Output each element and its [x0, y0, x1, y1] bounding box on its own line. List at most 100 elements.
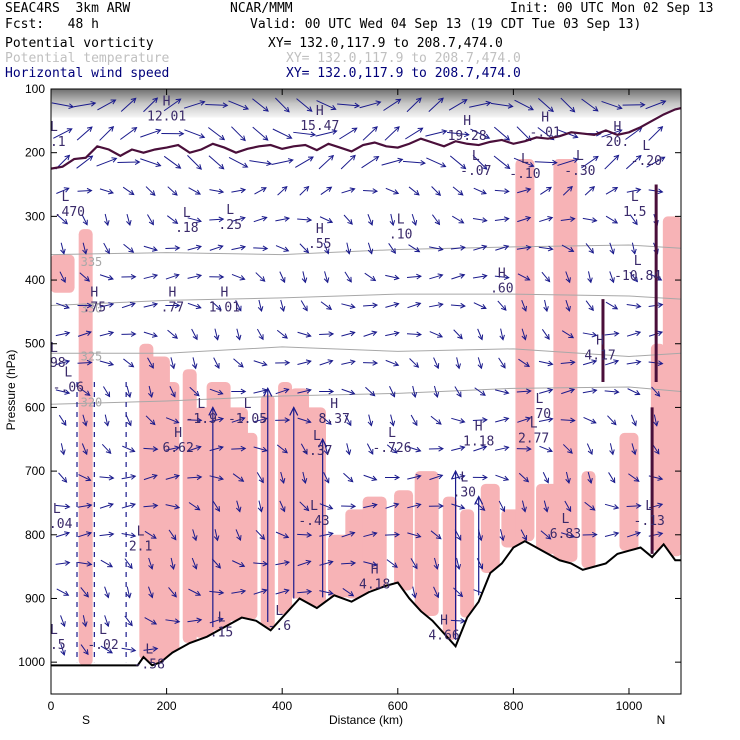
wind-arrow [191, 557, 198, 570]
wind-arrow [433, 557, 440, 570]
wind-arrow [279, 500, 286, 513]
extremum-value: -.470 [46, 205, 85, 220]
wind-arrow [429, 473, 444, 481]
wind-arrow [58, 414, 67, 426]
wind-arrow [431, 186, 442, 197]
extremum-kind: L [642, 139, 650, 154]
wind-arrow [627, 388, 641, 396]
extremum-kind: L [145, 642, 153, 657]
wind-arrow [79, 272, 91, 282]
wind-arrow [57, 215, 69, 225]
wind-arrow [363, 561, 378, 567]
wind-arrow [323, 472, 330, 484]
wind-arrow [385, 274, 400, 281]
wind-arrow [337, 102, 361, 109]
stratosphere-shading [51, 89, 681, 118]
wind-arrow [629, 214, 638, 226]
wind-arrow [55, 531, 71, 538]
extremum-kind: L [275, 604, 283, 619]
wind-arrow [363, 188, 379, 194]
wind-arrow [123, 243, 135, 253]
wind-arrow [407, 446, 422, 453]
wind-arrow [518, 472, 530, 483]
wind-arrow [341, 303, 356, 309]
extremum-value: -.02 [87, 638, 118, 653]
extremum-value: -.10 [509, 167, 540, 182]
wind-arrow [231, 216, 246, 222]
pv-shade-column [278, 381, 293, 615]
high-label: H4.17 [584, 333, 615, 363]
wind-arrow [253, 446, 268, 453]
wind-arrow [59, 271, 66, 283]
wind-arrow [561, 387, 576, 395]
y-tick-label: 300 [25, 209, 45, 223]
wind-arrow [82, 414, 88, 427]
high-label: H6.62 [162, 426, 193, 456]
wind-arrow [209, 475, 224, 481]
wind-arrow [497, 300, 507, 311]
wind-arrow [147, 214, 154, 226]
wind-arrow [209, 617, 224, 624]
wind-arrow [518, 358, 530, 368]
wind-arrow [521, 500, 527, 513]
wind-arrow [407, 532, 422, 539]
wind-arrow [249, 160, 273, 167]
wind-arrow [140, 158, 162, 168]
wind-arrow [494, 216, 510, 222]
wind-arrow [121, 502, 137, 509]
wind-arrow [473, 244, 488, 251]
wind-arrow [343, 214, 353, 225]
wind-arrow [514, 99, 534, 111]
wind-arrow [319, 216, 334, 224]
wind-arrow [451, 273, 466, 280]
wind-arrow [539, 216, 554, 223]
wind-arrow [407, 502, 422, 509]
wind-arrow [99, 330, 115, 337]
low-label: L-.43 [298, 499, 329, 529]
wind-arrow [428, 503, 444, 509]
wind-arrow [121, 474, 137, 480]
extremum-value: 12.01 [147, 110, 186, 125]
wind-arrow [99, 274, 114, 281]
x-tick-label: 400 [272, 699, 292, 713]
wind-arrow [104, 615, 110, 628]
wind-arrow [56, 588, 70, 596]
extremum-value: 15.47 [300, 119, 339, 134]
wind-arrow [472, 474, 488, 481]
wind-arrow [538, 416, 554, 423]
wind-arrow [163, 98, 182, 112]
wind-arrow [433, 586, 440, 599]
wind-arrow [80, 587, 89, 598]
wind-arrow [78, 474, 92, 482]
wind-arrow [516, 388, 532, 395]
wind-arrow [209, 274, 225, 280]
wind-arrow [123, 358, 135, 368]
wind-arrow [253, 588, 268, 595]
wind-arrow [428, 445, 444, 452]
extremum-value: -1.05 [228, 412, 267, 427]
pv-shade-column [515, 159, 535, 542]
y-tick-label: 200 [25, 146, 45, 160]
pv-shade-column [51, 254, 75, 293]
high-label: H.55 [308, 222, 331, 252]
wind-arrow [102, 386, 111, 398]
wind-arrow [409, 358, 420, 368]
extremum-value: -.30 [564, 164, 595, 179]
wind-arrow [449, 155, 467, 170]
wind-arrow [626, 330, 642, 337]
wind-arrow [651, 386, 661, 397]
wind-arrow [275, 359, 291, 366]
wind-arrow [55, 560, 71, 566]
wind-arrow [165, 445, 181, 452]
extremum-kind: L [313, 429, 321, 444]
extremum-value: 2.1 [129, 540, 152, 555]
wind-arrow [425, 129, 448, 137]
wind-arrow [140, 128, 162, 138]
low-label: L-.02 [87, 623, 118, 653]
wind-arrow [188, 502, 201, 511]
wind-arrow [60, 443, 66, 456]
wind-arrow [605, 187, 619, 195]
wind-arrow [148, 557, 154, 570]
extremum-kind: L [62, 190, 70, 205]
wind-arrow [301, 271, 308, 284]
